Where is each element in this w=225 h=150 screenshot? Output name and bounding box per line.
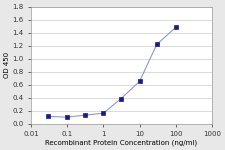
Y-axis label: OD 450: OD 450 (4, 52, 10, 78)
X-axis label: Recombinant Protein Concentration (ng/ml): Recombinant Protein Concentration (ng/ml… (45, 139, 198, 146)
